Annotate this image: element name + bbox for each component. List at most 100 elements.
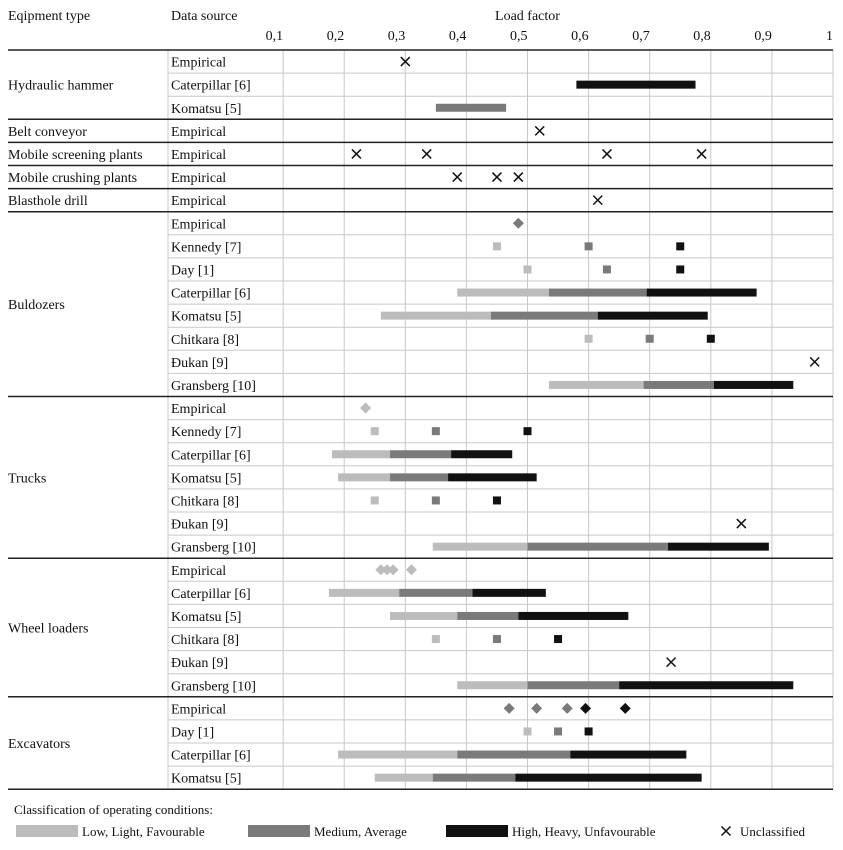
point-marker-low — [584, 334, 593, 343]
data-source-label: Caterpillar [6] — [171, 448, 251, 463]
point-marker-low — [370, 427, 379, 436]
range-bar-high — [597, 311, 708, 320]
range-bar-medium — [457, 750, 571, 759]
range-bar-low — [374, 773, 433, 782]
equipment-type-label: Buldozers — [8, 298, 65, 313]
unclassified-marker — [351, 148, 362, 159]
point-marker-medium — [584, 242, 593, 251]
range-bar-medium — [548, 288, 647, 297]
data-source-label: Đukan [9] — [171, 356, 228, 371]
diamond-marker-medium — [561, 702, 573, 714]
legend-label: High, Heavy, Unfavourable — [512, 824, 656, 839]
unclassified-marker — [592, 195, 603, 206]
data-source-label: Kennedy [7] — [171, 240, 241, 255]
data-source-label: Komatsu [5] — [171, 471, 241, 486]
equipment-type-label: Hydraulic hammer — [8, 79, 114, 94]
data-source-label: Gransberg [10] — [171, 679, 256, 694]
unclassified-marker — [421, 148, 432, 159]
range-bar-medium — [399, 588, 473, 597]
x-axis-title: Load factor — [495, 9, 560, 24]
data-source-label: Đukan [9] — [171, 656, 228, 671]
data-source-label: Chitkara [8] — [171, 333, 239, 348]
data-source-label: Empirical — [171, 56, 226, 71]
x-tick-label: 0,6 — [571, 29, 589, 44]
unclassified-marker — [534, 125, 545, 136]
legend-title: Classification of operating conditions: — [14, 802, 213, 817]
data-source-label: Empirical — [171, 148, 226, 163]
data-source-label: Day [1] — [171, 725, 214, 740]
range-bar-low — [338, 473, 391, 482]
range-bar-high — [515, 773, 702, 782]
diamond-marker-low — [381, 564, 393, 576]
data-source-label: Caterpillar [6] — [171, 79, 251, 94]
data-source-label: Empirical — [171, 194, 226, 209]
point-marker-high — [554, 635, 563, 644]
diamond-marker-low — [387, 564, 399, 576]
diamond-marker-low — [405, 564, 417, 576]
point-marker-medium — [431, 427, 440, 436]
legend-swatch-high — [446, 825, 508, 837]
x-tick-label: 0,1 — [266, 29, 284, 44]
range-bar-medium — [390, 473, 449, 482]
data-source-label: Empirical — [171, 564, 226, 579]
point-marker-low — [492, 242, 501, 251]
x-tick-label: 1 — [826, 29, 833, 44]
legend-label: Low, Light, Favourable — [82, 824, 205, 839]
data-source-label: Chitkara [8] — [171, 494, 239, 509]
range-bar-medium — [435, 103, 507, 112]
point-marker-medium — [492, 635, 501, 644]
range-bar-high — [518, 611, 629, 620]
equipment-type-label: Mobile crushing plants — [8, 171, 137, 186]
diamond-marker-high — [619, 702, 631, 714]
unclassified-marker — [452, 172, 463, 183]
legend-label: Unclassified — [740, 824, 805, 839]
range-bar-low — [548, 380, 644, 389]
range-bar-high — [619, 681, 794, 690]
range-bar-medium — [457, 611, 519, 620]
legend-label: Medium, Average — [314, 824, 407, 839]
range-bar-high — [713, 380, 794, 389]
point-marker-high — [584, 727, 593, 736]
equipment-type-label: Wheel loaders — [8, 622, 88, 637]
point-marker-medium — [431, 496, 440, 505]
range-bar-high — [646, 288, 757, 297]
x-tick-label: 0,2 — [327, 29, 345, 44]
point-marker-low — [431, 635, 440, 644]
range-bar-low — [390, 611, 458, 620]
unclassified-marker — [666, 657, 677, 668]
x-tick-label: 0,3 — [388, 29, 406, 44]
point-marker-low — [370, 496, 379, 505]
x-tick-label: 0,5 — [510, 29, 528, 44]
x-tick-label: 0,8 — [693, 29, 711, 44]
range-bar-high — [451, 450, 513, 459]
range-bar-medium — [490, 311, 598, 320]
diamond-marker-high — [580, 702, 592, 714]
range-bar-high — [448, 473, 537, 482]
point-marker-high — [523, 427, 532, 436]
point-marker-low — [523, 727, 532, 736]
point-marker-high — [676, 265, 685, 274]
data-source-label: Gransberg [10] — [171, 379, 256, 394]
range-bar-high — [668, 542, 769, 551]
data-source-label: Day [1] — [171, 263, 214, 278]
data-source-header: Data source — [171, 9, 237, 24]
x-tick-label: 0,9 — [754, 29, 772, 44]
diamond-marker-medium — [512, 217, 524, 229]
point-marker-high — [676, 242, 685, 251]
unclassified-marker — [736, 518, 747, 529]
diamond-marker-medium — [503, 702, 515, 714]
legend-swatch-medium — [248, 825, 310, 837]
range-bar-medium — [432, 773, 516, 782]
data-source-label: Komatsu [5] — [171, 610, 241, 625]
data-source-label: Kennedy [7] — [171, 425, 241, 440]
x-tick-label: 0,7 — [632, 29, 650, 44]
data-source-label: Empirical — [171, 217, 226, 232]
equipment-type-label: Blasthole drill — [8, 194, 88, 209]
data-source-label: Caterpillar [6] — [171, 749, 251, 764]
unclassified-marker — [696, 148, 707, 159]
unclassified-marker — [809, 356, 820, 367]
range-bar-high — [570, 750, 687, 759]
range-bar-medium — [390, 450, 452, 459]
range-bar-low — [338, 750, 458, 759]
